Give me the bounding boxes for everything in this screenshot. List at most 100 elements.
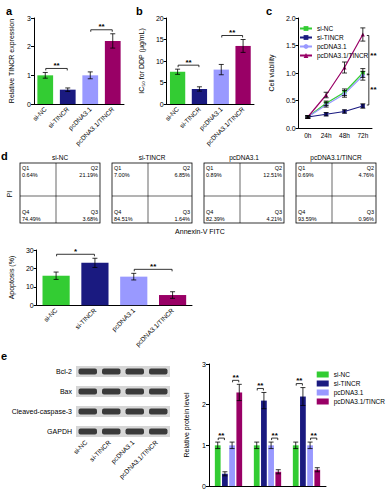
svg-text:*: * bbox=[74, 247, 78, 256]
svg-text:5: 5 bbox=[160, 79, 164, 86]
svg-text:pcDNA3.1/TINCR: pcDNA3.1/TINCR bbox=[334, 398, 386, 406]
svg-text:**: ** bbox=[218, 431, 225, 440]
svg-text:Q3: Q3 bbox=[91, 209, 98, 215]
svg-text:**: ** bbox=[272, 431, 279, 440]
svg-text:2: 2 bbox=[27, 43, 31, 50]
svg-text:10: 10 bbox=[156, 58, 164, 65]
svg-text:Q1: Q1 bbox=[298, 165, 305, 171]
svg-text:15: 15 bbox=[156, 36, 164, 43]
svg-text:si-NC: si-NC bbox=[31, 105, 48, 122]
svg-text:82.39%: 82.39% bbox=[206, 216, 225, 222]
svg-text:24h: 24h bbox=[321, 132, 332, 139]
svg-text:PI: PI bbox=[6, 191, 13, 198]
svg-text:Cleaved-caspase-3: Cleaved-caspase-3 bbox=[12, 408, 72, 416]
svg-text:3: 3 bbox=[202, 361, 206, 368]
svg-text:Q3: Q3 bbox=[183, 209, 190, 215]
svg-text:0h: 0h bbox=[304, 132, 312, 139]
svg-text:d: d bbox=[1, 150, 8, 162]
svg-text:1.0: 1.0 bbox=[286, 70, 296, 77]
svg-text:4.76%: 4.76% bbox=[358, 172, 374, 178]
svg-text:Annexin-V FITC: Annexin-V FITC bbox=[175, 228, 225, 235]
svg-text:Relative protein level: Relative protein level bbox=[183, 392, 191, 457]
svg-text:c: c bbox=[266, 5, 272, 17]
svg-text:pcDNA3.1: pcDNA3.1 bbox=[334, 389, 364, 397]
svg-text:**: ** bbox=[53, 61, 60, 70]
svg-text:Q3: Q3 bbox=[275, 209, 282, 215]
svg-text:**: ** bbox=[296, 376, 303, 385]
svg-text:1: 1 bbox=[202, 442, 206, 449]
svg-text:si-NC: si-NC bbox=[164, 105, 181, 122]
svg-text:0.0: 0.0 bbox=[286, 125, 296, 132]
svg-text:a: a bbox=[6, 5, 13, 17]
svg-text:1: 1 bbox=[27, 72, 31, 79]
svg-text:**: ** bbox=[229, 28, 236, 37]
svg-text:pcDNA3.1/TINCR: pcDNA3.1/TINCR bbox=[74, 105, 116, 147]
svg-text:si-NC: si-NC bbox=[72, 439, 89, 456]
svg-text:Bax: Bax bbox=[60, 388, 73, 395]
svg-text:Q2: Q2 bbox=[275, 165, 282, 171]
svg-text:0.69%: 0.69% bbox=[298, 172, 314, 178]
svg-text:Q4: Q4 bbox=[114, 209, 121, 215]
svg-text:IC₅₀ for DDP (μg/mL): IC₅₀ for DDP (μg/mL) bbox=[138, 28, 146, 94]
svg-text:0: 0 bbox=[160, 101, 164, 108]
svg-text:20: 20 bbox=[26, 265, 34, 272]
svg-text:72h: 72h bbox=[357, 132, 368, 139]
svg-text:si-NC: si-NC bbox=[317, 25, 334, 32]
svg-text:Q2: Q2 bbox=[91, 165, 98, 171]
svg-text:0.89%: 0.89% bbox=[206, 172, 222, 178]
svg-text:7.00%: 7.00% bbox=[114, 172, 130, 178]
svg-text:pcDNA3.1/TINCR: pcDNA3.1/TINCR bbox=[310, 154, 362, 162]
svg-text:93.59%: 93.59% bbox=[298, 216, 317, 222]
svg-text:6.85%: 6.85% bbox=[174, 172, 190, 178]
svg-text:si-TINCR: si-TINCR bbox=[317, 34, 344, 41]
svg-text:0.64%: 0.64% bbox=[22, 172, 38, 178]
svg-text:2.0: 2.0 bbox=[286, 15, 296, 22]
svg-text:0: 0 bbox=[202, 483, 206, 490]
svg-text:**: ** bbox=[185, 58, 192, 67]
svg-text:Relative TINCR expression: Relative TINCR expression bbox=[8, 19, 16, 103]
svg-text:84.51%: 84.51% bbox=[114, 216, 133, 222]
svg-text:b: b bbox=[136, 5, 143, 17]
svg-text:**: ** bbox=[233, 373, 240, 382]
svg-text:Cell viability: Cell viability bbox=[268, 54, 276, 91]
svg-text:**: ** bbox=[257, 381, 264, 390]
svg-text:Q2: Q2 bbox=[183, 165, 190, 171]
svg-text:pcDNA3.1/TINCR: pcDNA3.1/TINCR bbox=[204, 105, 246, 147]
svg-text:Q1: Q1 bbox=[206, 165, 213, 171]
svg-text:pcDNA3.1/TINCR: pcDNA3.1/TINCR bbox=[118, 439, 160, 481]
svg-text:Q2: Q2 bbox=[367, 165, 374, 171]
svg-text:**: ** bbox=[370, 85, 377, 94]
svg-text:30: 30 bbox=[26, 247, 34, 254]
svg-text:si-NC: si-NC bbox=[52, 154, 69, 161]
svg-text:0: 0 bbox=[30, 302, 34, 309]
svg-text:0.5: 0.5 bbox=[286, 97, 296, 104]
svg-text:Q1: Q1 bbox=[114, 165, 121, 171]
svg-text:**: ** bbox=[311, 431, 318, 440]
svg-text:si-TINCR: si-TINCR bbox=[334, 380, 361, 387]
svg-text:Q3: Q3 bbox=[367, 209, 374, 215]
svg-text:1.5: 1.5 bbox=[286, 42, 296, 49]
svg-text:74.49%: 74.49% bbox=[22, 216, 41, 222]
svg-text:pcDNA3.1/TINCR: pcDNA3.1/TINCR bbox=[317, 52, 369, 60]
svg-text:si-TINCR: si-TINCR bbox=[74, 306, 98, 330]
svg-text:si-TINCR: si-TINCR bbox=[88, 439, 112, 463]
svg-text:si-TINCR: si-TINCR bbox=[139, 154, 166, 161]
svg-text:**: ** bbox=[370, 51, 377, 60]
svg-text:1.64%: 1.64% bbox=[174, 216, 190, 222]
svg-text:pcDNA3.1/TINCR: pcDNA3.1/TINCR bbox=[134, 306, 176, 348]
svg-text:2: 2 bbox=[202, 401, 206, 408]
svg-text:12.51%: 12.51% bbox=[263, 172, 282, 178]
svg-text:**: ** bbox=[150, 262, 157, 271]
svg-text:pcDNA3.1: pcDNA3.1 bbox=[317, 43, 347, 51]
svg-text:3.68%: 3.68% bbox=[82, 216, 98, 222]
svg-text:pcDNA3.1: pcDNA3.1 bbox=[110, 306, 137, 333]
svg-text:4.21%: 4.21% bbox=[266, 216, 282, 222]
svg-text:3: 3 bbox=[27, 15, 31, 22]
svg-text:Q4: Q4 bbox=[22, 209, 29, 215]
svg-text:0.96%: 0.96% bbox=[358, 216, 374, 222]
svg-text:si-NC: si-NC bbox=[42, 306, 59, 323]
svg-text:Q1: Q1 bbox=[22, 165, 29, 171]
svg-text:GAPDH: GAPDH bbox=[47, 428, 72, 435]
svg-text:10: 10 bbox=[26, 283, 34, 290]
svg-text:48h: 48h bbox=[339, 132, 350, 139]
